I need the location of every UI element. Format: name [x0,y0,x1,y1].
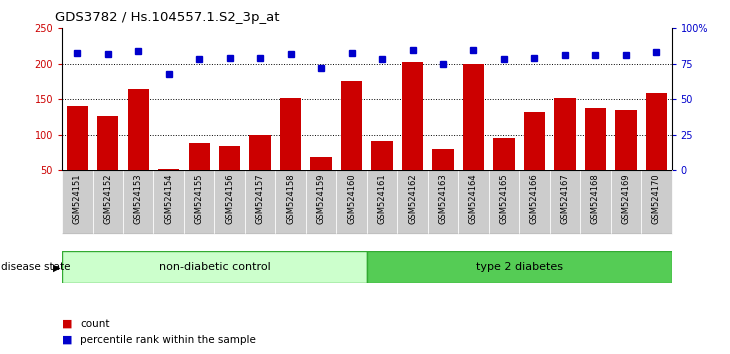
Bar [184,170,215,234]
Bar [275,170,306,234]
Bar [128,88,149,205]
Text: GSM524154: GSM524154 [164,173,173,224]
Text: GSM524160: GSM524160 [347,173,356,224]
Text: ■: ■ [62,319,72,329]
Bar [310,157,331,205]
Bar [524,112,545,205]
Text: GSM524152: GSM524152 [103,173,112,224]
Bar [62,251,367,283]
Text: GSM524155: GSM524155 [195,173,204,224]
Bar [585,108,606,205]
Bar [428,170,458,234]
Text: GSM524157: GSM524157 [255,173,265,224]
Bar [158,169,180,205]
Bar [489,170,519,234]
Bar [62,170,93,234]
Text: GSM524162: GSM524162 [408,173,417,224]
Bar [337,170,367,234]
Text: count: count [80,319,110,329]
Bar [463,64,484,205]
Bar [550,170,580,234]
Bar [615,110,637,205]
Bar [611,170,641,234]
Text: GSM524169: GSM524169 [621,173,631,224]
Bar [245,170,275,234]
Text: ■: ■ [62,335,72,345]
Bar [519,170,550,234]
Bar [367,251,672,283]
Text: GSM524156: GSM524156 [225,173,234,224]
Text: GDS3782 / Hs.104557.1.S2_3p_at: GDS3782 / Hs.104557.1.S2_3p_at [55,11,280,24]
Text: percentile rank within the sample: percentile rank within the sample [80,335,256,345]
Bar [219,146,240,205]
Bar [493,138,515,205]
Bar [341,81,362,205]
Bar [215,170,245,234]
Bar [97,116,118,205]
Text: GSM524167: GSM524167 [561,173,569,224]
Text: GSM524163: GSM524163 [439,173,447,224]
Text: GSM524166: GSM524166 [530,173,539,224]
Bar [93,170,123,234]
Text: GSM524164: GSM524164 [469,173,478,224]
Text: GSM524158: GSM524158 [286,173,295,224]
Bar [250,135,271,205]
Bar [280,98,301,205]
Bar [397,170,428,234]
Bar [367,170,397,234]
Bar [646,93,667,205]
Bar [372,141,393,205]
Bar [580,170,611,234]
Bar [458,170,489,234]
Text: GSM524151: GSM524151 [73,173,82,224]
Text: disease state: disease state [1,262,70,272]
Text: GSM524159: GSM524159 [317,173,326,224]
Bar [123,170,153,234]
Bar [306,170,337,234]
Bar [554,98,575,205]
Bar [641,170,672,234]
Bar [402,62,423,205]
Bar [66,106,88,205]
Text: GSM524170: GSM524170 [652,173,661,224]
Bar [432,149,453,205]
Text: type 2 diabetes: type 2 diabetes [476,262,563,272]
Text: non-diabetic control: non-diabetic control [158,262,270,272]
Text: GSM524168: GSM524168 [591,173,600,224]
Text: GSM524161: GSM524161 [377,173,387,224]
Text: GSM524153: GSM524153 [134,173,143,224]
Text: GSM524165: GSM524165 [499,173,509,224]
Bar [188,143,210,205]
Text: ▶: ▶ [53,262,60,272]
Bar [153,170,184,234]
